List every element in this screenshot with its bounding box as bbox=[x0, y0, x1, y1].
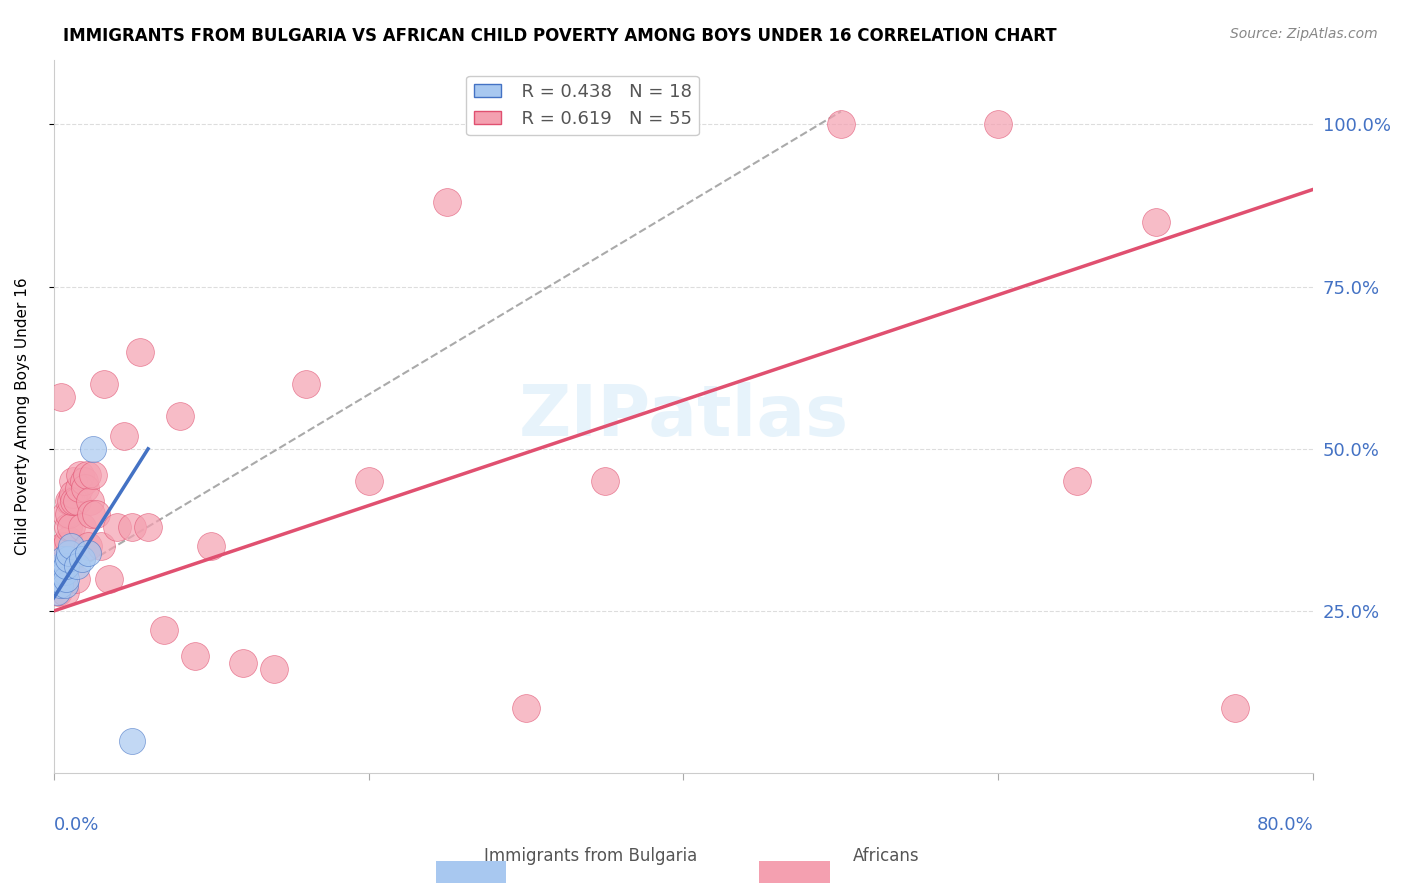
Point bbox=[55, 507, 77, 521]
Point bbox=[184, 649, 207, 664]
Point bbox=[76, 467, 98, 482]
Text: 80.0%: 80.0% bbox=[1257, 816, 1313, 834]
FancyBboxPatch shape bbox=[738, 855, 851, 890]
Point bbox=[82, 467, 104, 482]
Point bbox=[53, 565, 76, 579]
Point bbox=[59, 519, 82, 533]
Point bbox=[51, 565, 73, 579]
Point bbox=[58, 493, 80, 508]
Point bbox=[357, 475, 380, 489]
Point bbox=[67, 481, 90, 495]
Text: Source: ZipAtlas.com: Source: ZipAtlas.com bbox=[1230, 27, 1378, 41]
Point bbox=[69, 467, 91, 482]
Point bbox=[66, 558, 89, 573]
Point bbox=[294, 376, 316, 391]
Y-axis label: Child Poverty Among Boys Under 16: Child Poverty Among Boys Under 16 bbox=[15, 277, 30, 555]
Point bbox=[53, 578, 76, 592]
Point bbox=[58, 546, 80, 560]
Point bbox=[70, 519, 93, 533]
Point bbox=[72, 475, 94, 489]
Point bbox=[55, 558, 77, 573]
Point bbox=[515, 701, 537, 715]
Point bbox=[52, 539, 75, 553]
Point bbox=[59, 493, 82, 508]
Point bbox=[136, 519, 159, 533]
Point bbox=[77, 539, 100, 553]
Point bbox=[55, 539, 77, 553]
Point bbox=[45, 584, 67, 599]
Point bbox=[53, 584, 76, 599]
Text: 0.0%: 0.0% bbox=[53, 816, 98, 834]
Point bbox=[75, 481, 97, 495]
Point bbox=[121, 733, 143, 747]
Point bbox=[49, 572, 72, 586]
FancyBboxPatch shape bbox=[415, 855, 527, 890]
Point bbox=[114, 429, 136, 443]
Point bbox=[66, 493, 89, 508]
Point bbox=[51, 390, 73, 404]
Text: Immigrants from Bulgaria: Immigrants from Bulgaria bbox=[484, 847, 697, 865]
Point bbox=[1066, 475, 1088, 489]
Text: Africans: Africans bbox=[852, 847, 920, 865]
Point bbox=[62, 475, 84, 489]
Point bbox=[121, 519, 143, 533]
Point bbox=[65, 572, 87, 586]
Point bbox=[62, 487, 84, 501]
Point bbox=[1223, 701, 1246, 715]
Text: ZIPatlas: ZIPatlas bbox=[519, 382, 848, 450]
Point bbox=[1144, 215, 1167, 229]
Point bbox=[46, 572, 69, 586]
Point bbox=[200, 539, 222, 553]
Point bbox=[436, 195, 458, 210]
Point bbox=[53, 558, 76, 573]
Point bbox=[593, 475, 616, 489]
Point bbox=[93, 376, 115, 391]
Point bbox=[52, 572, 75, 586]
Point bbox=[49, 578, 72, 592]
Point bbox=[55, 572, 77, 586]
Point bbox=[63, 493, 86, 508]
Point bbox=[46, 584, 69, 599]
Point bbox=[58, 507, 80, 521]
Point bbox=[97, 572, 120, 586]
Point bbox=[51, 558, 73, 573]
Point bbox=[82, 442, 104, 456]
Point bbox=[80, 507, 103, 521]
Point bbox=[56, 552, 79, 566]
Point bbox=[830, 118, 852, 132]
Point bbox=[79, 493, 101, 508]
Point bbox=[56, 519, 79, 533]
Point bbox=[263, 662, 285, 676]
Point bbox=[70, 552, 93, 566]
Text: IMMIGRANTS FROM BULGARIA VS AFRICAN CHILD POVERTY AMONG BOYS UNDER 16 CORRELATIO: IMMIGRANTS FROM BULGARIA VS AFRICAN CHIL… bbox=[63, 27, 1057, 45]
Point bbox=[129, 344, 152, 359]
Point bbox=[105, 519, 128, 533]
Point bbox=[77, 546, 100, 560]
Point bbox=[59, 539, 82, 553]
Point bbox=[169, 409, 191, 424]
Point bbox=[153, 624, 176, 638]
Point bbox=[90, 539, 112, 553]
Point bbox=[232, 656, 254, 670]
Point bbox=[987, 118, 1010, 132]
Point bbox=[56, 533, 79, 547]
Point bbox=[84, 507, 107, 521]
Legend:   R = 0.438   N = 18,   R = 0.619   N = 55: R = 0.438 N = 18, R = 0.619 N = 55 bbox=[467, 76, 699, 136]
Point bbox=[52, 552, 75, 566]
